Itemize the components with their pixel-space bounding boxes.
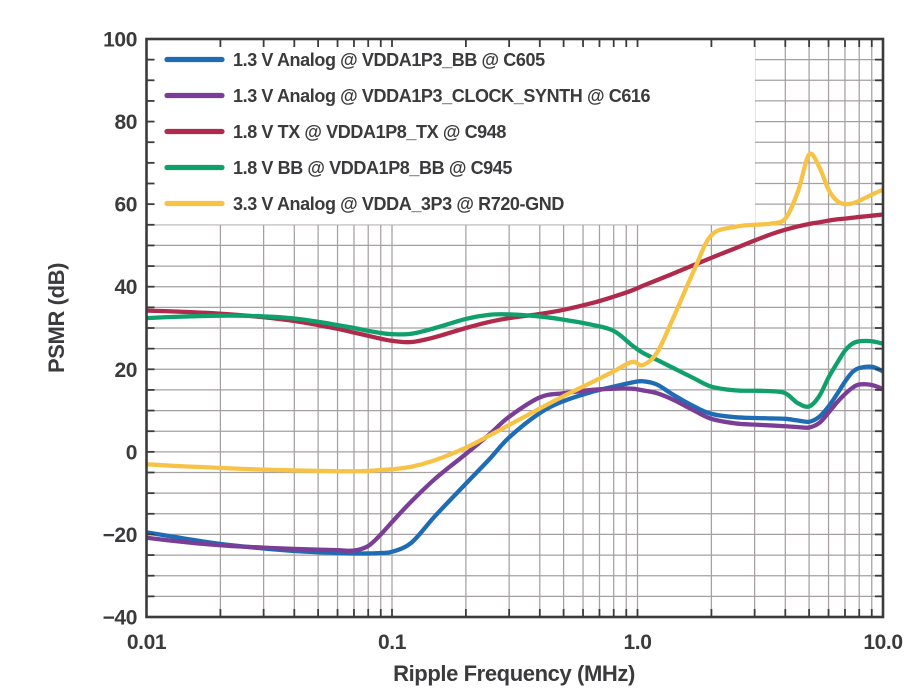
x-tick-label: 0.01 — [127, 631, 167, 654]
plot-border — [145, 37, 885, 619]
y-tick-label: −20 — [103, 524, 137, 547]
y-tick-label: 0 — [126, 441, 137, 464]
legend-label: 1.8 V BB @ VDDA1P8_BB @ C945 — [233, 158, 512, 178]
axis-labels: 100 80 60 40 20 0 −20 −40 0.01 0.1 1.0 10.0 Ripple… — [44, 29, 903, 687]
x-tick-label: 1.0 — [624, 631, 652, 654]
series-line-1 — [146, 382, 883, 553]
legend-item: 3.3 V Analog @ VDDA_3P3 @ R720-GND — [164, 194, 565, 214]
legend-label: 1.8 V TX @ VDDA1P8_TX @ C948 — [233, 122, 506, 142]
legend-item: 1.3 V Analog @ VDDA1P3_BB @ C605 — [164, 50, 546, 70]
legend-item: 1.8 V TX @ VDDA1P8_TX @ C948 — [164, 122, 507, 142]
y-axis-title: PSMR (dB) — [44, 263, 69, 373]
x-axis-title: Ripple Frequency (MHz) — [393, 661, 635, 686]
legend-label: 1.3 V Analog @ VDDA1P3_CLOCK_SYNTH @ C61… — [233, 86, 651, 106]
y-tick-label: −40 — [103, 607, 137, 630]
legend-background — [150, 40, 755, 225]
series-line-2 — [146, 212, 883, 345]
x-tick-labels: 0.01 0.1 1.0 10.0 — [127, 631, 903, 654]
legend-label: 1.3 V Analog @ VDDA1P3_BB @ C605 — [233, 50, 545, 70]
x-tick-label: 10.0 — [863, 631, 902, 654]
legend-item: 1.3 V Analog @ VDDA1P3_CLOCK_SYNTH @ C61… — [164, 86, 651, 106]
axis-ticks — [146, 39, 883, 617]
y-tick-label: 80 — [114, 111, 137, 134]
y-tick-label: 40 — [114, 276, 137, 299]
legend-label: 3.3 V Analog @ VDDA_3P3 @ R720-GND — [233, 194, 564, 214]
x-tick-label: 0.1 — [378, 631, 407, 654]
legend-box — [150, 40, 755, 225]
legend: 1.3 V Analog @ VDDA1P3_BB @ C605 1.3 V An… — [164, 50, 651, 214]
y-tick-label: 100 — [103, 29, 137, 52]
series-line-4 — [146, 151, 883, 474]
legend-item: 1.8 V BB @ VDDA1P8_BB @ C945 — [164, 158, 513, 178]
y-tick-label: 60 — [114, 194, 137, 217]
series-line-3 — [146, 312, 883, 409]
series-line-0 — [146, 364, 883, 556]
series-curves — [146, 151, 883, 556]
y-tick-labels: 100 80 60 40 20 0 −20 −40 — [103, 29, 138, 630]
y-tick-label: 20 — [114, 359, 137, 382]
